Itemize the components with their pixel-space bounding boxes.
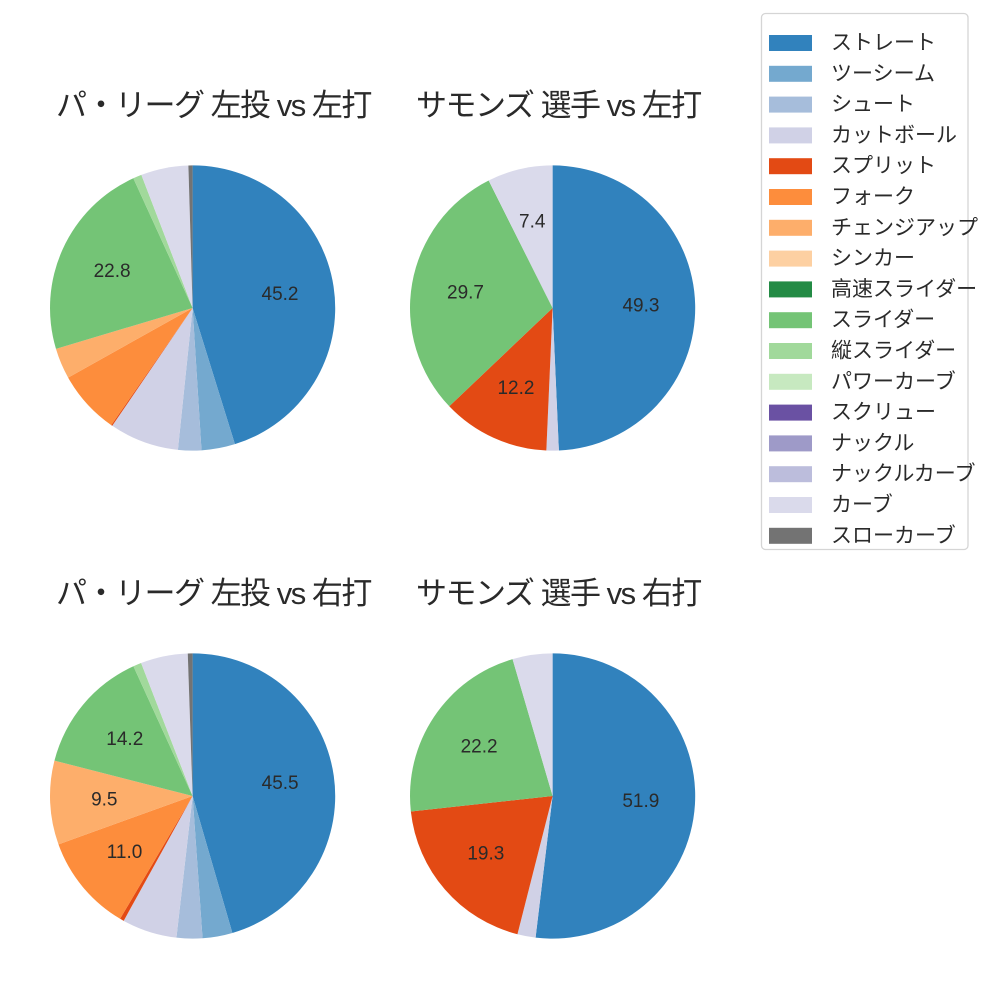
svg-text:フォーク: フォーク <box>831 186 915 209</box>
svg-text:ナックル: ナックル <box>831 432 914 455</box>
svg-text:サモンズ 選手 vs 右打: サモンズ 選手 vs 右打 <box>416 576 701 611</box>
svg-text:45.2: 45.2 <box>262 284 299 305</box>
svg-text:14.2: 14.2 <box>106 729 143 750</box>
svg-text:45.5: 45.5 <box>262 773 299 794</box>
svg-text:シュート: シュート <box>831 93 915 116</box>
svg-text:22.2: 22.2 <box>461 736 498 757</box>
svg-text:ナックルカーブ: ナックルカーブ <box>831 463 975 486</box>
svg-text:縦スライダー: 縦スライダー <box>831 340 956 363</box>
svg-text:カットボール: カットボール <box>831 124 957 147</box>
svg-text:スクリュー: スクリュー <box>831 401 936 424</box>
svg-text:22.8: 22.8 <box>94 261 131 282</box>
svg-text:スプリット: スプリット <box>831 155 936 178</box>
svg-text:11.0: 11.0 <box>107 842 143 863</box>
svg-text:49.3: 49.3 <box>622 296 659 317</box>
svg-text:チェンジアップ: チェンジアップ <box>831 216 978 239</box>
svg-text:パ・リーグ 左投 vs 左打: パ・リーグ 左投 vs 左打 <box>56 88 371 123</box>
svg-text:サモンズ 選手 vs 左打: サモンズ 選手 vs 左打 <box>416 88 701 123</box>
svg-text:パワーカーブ: パワーカーブ <box>831 370 956 393</box>
svg-text:ツーシーム: ツーシーム <box>831 62 935 85</box>
svg-text:51.9: 51.9 <box>622 791 659 812</box>
svg-text:ストレート: ストレート <box>831 32 936 55</box>
svg-text:9.5: 9.5 <box>91 790 117 811</box>
svg-text:スローカーブ: スローカーブ <box>831 524 956 547</box>
svg-text:19.3: 19.3 <box>467 843 504 864</box>
svg-text:12.2: 12.2 <box>497 378 534 399</box>
svg-text:シンカー: シンカー <box>831 247 915 270</box>
svg-text:スライダー: スライダー <box>831 309 935 332</box>
svg-text:7.4: 7.4 <box>519 211 546 232</box>
svg-text:高速スライダー: 高速スライダー <box>831 278 977 301</box>
svg-text:カーブ: カーブ <box>831 494 893 517</box>
svg-text:パ・リーグ 左投 vs 右打: パ・リーグ 左投 vs 右打 <box>56 576 371 611</box>
svg-text:29.7: 29.7 <box>447 282 484 303</box>
